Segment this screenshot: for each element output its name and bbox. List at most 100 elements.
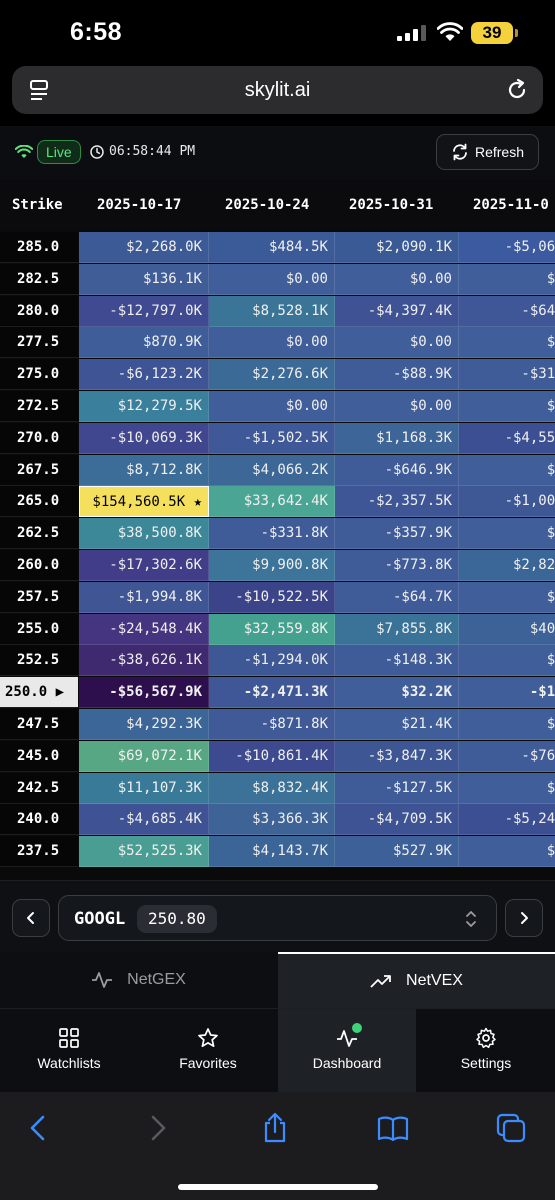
exposure-cell[interactable]: $403. [459,613,555,645]
exposure-cell[interactable]: $0.00 [209,263,335,295]
exposure-cell[interactable]: -$64.7K [335,581,459,613]
exposure-cell[interactable]: -$2,471.3K [209,677,335,709]
column-header-expiry[interactable]: 2025-11-0 [473,197,549,213]
exposure-cell[interactable]: -$3,847.3K [335,740,459,772]
exposure-cell[interactable]: $0. [459,581,555,613]
exposure-cell[interactable]: -$648. [459,295,555,327]
exposure-cell[interactable]: -$769. [459,740,555,772]
back-icon[interactable] [22,1112,54,1144]
reload-icon[interactable] [505,78,529,102]
exposure-cell[interactable]: -$4,709.5K [335,804,459,836]
exposure-cell[interactable]: $1,168.3K [335,422,459,454]
next-ticker-button[interactable] [505,899,543,937]
exposure-cell[interactable]: $8,832.4K [209,772,335,804]
exposure-cell[interactable]: $0. [459,327,555,359]
exposure-cell[interactable]: $2,268.0K [79,232,209,263]
exposure-cell[interactable]: -$331.8K [209,518,335,550]
column-header-expiry[interactable]: 2025-10-24 [225,197,310,213]
exposure-cell[interactable]: $0. [459,836,555,868]
exposure-cell[interactable]: -$148.3K [335,645,459,677]
tab-netvex[interactable]: NetVEX [278,952,555,1008]
column-header-expiry[interactable]: 2025-10-17 [97,197,182,213]
exposure-cell[interactable]: -$24,548.4K [79,613,209,645]
exposure-cell[interactable]: $0. [459,263,555,295]
exposure-cell-max[interactable]: $154,560.5K ★ [79,486,209,518]
refresh-button[interactable]: Refresh [436,134,539,170]
exposure-cell[interactable]: -$317. [459,359,555,391]
exposure-cell[interactable]: $3,366.3K [209,804,335,836]
exposure-cell[interactable]: -$16. [459,677,555,709]
exposure-cell[interactable]: $0. [459,391,555,422]
exposure-cell[interactable]: $0.00 [209,327,335,359]
nav-settings[interactable]: Settings [417,1009,555,1093]
exposure-cell[interactable]: -$871.8K [209,709,335,740]
forward-icon[interactable] [142,1112,174,1144]
exposure-cell[interactable]: -$10,069.3K [79,422,209,454]
exposure-cell[interactable]: $2,276.6K [209,359,335,391]
exposure-cell[interactable]: $136.1K [79,263,209,295]
exposure-cell[interactable]: $8,712.8K [79,454,209,486]
exposure-cell[interactable]: -$1,294.0K [209,645,335,677]
exposure-cell[interactable]: $21.4K [335,709,459,740]
exposure-cell[interactable]: $0.00 [335,391,459,422]
address-bar[interactable]: skylit.ai [12,66,543,114]
share-icon[interactable] [259,1112,291,1144]
exposure-cell[interactable]: $0. [459,709,555,740]
exposure-cell[interactable]: $4,143.7K [209,836,335,868]
exposure-cell[interactable]: $0. [459,645,555,677]
exposure-cell[interactable]: -$4,685.4K [79,804,209,836]
tabs-icon[interactable] [495,1112,527,1144]
exposure-cell[interactable]: -$357.9K [335,518,459,550]
exposure-cell[interactable]: -$10,861.4K [209,740,335,772]
exposure-cell[interactable]: $0. [459,772,555,804]
exposure-cell[interactable]: -$5,067. [459,232,555,263]
exposure-cell[interactable]: -$127.5K [335,772,459,804]
previous-ticker-button[interactable] [12,899,50,937]
ticker-select[interactable]: GOOGL 250.80 [58,895,497,941]
exposure-cell[interactable]: $0.00 [209,391,335,422]
exposure-cell[interactable]: -$6,123.2K [79,359,209,391]
exposure-cell[interactable]: $33,642.4K [209,486,335,518]
exposure-table[interactable]: Strike 2025-10-17 2025-10-24 2025-10-31 … [0,180,555,880]
exposure-cell[interactable]: $4,292.3K [79,709,209,740]
exposure-cell[interactable]: $0.00 [335,327,459,359]
exposure-cell[interactable]: $2,090.1K [335,232,459,263]
exposure-cell[interactable]: -$56,567.9K [79,677,209,709]
exposure-cell[interactable]: -$38,626.1K [79,645,209,677]
exposure-cell[interactable]: $0. [459,454,555,486]
exposure-cell[interactable]: -$4,397.4K [335,295,459,327]
exposure-cell[interactable]: $8,528.1K [209,295,335,327]
nav-favorites[interactable]: Favorites [139,1009,277,1093]
exposure-cell[interactable]: $52,525.3K [79,836,209,868]
exposure-cell[interactable]: -$773.8K [335,550,459,581]
exposure-cell[interactable]: -$1,003. [459,486,555,518]
exposure-cell[interactable]: $11,107.3K [79,772,209,804]
exposure-cell[interactable]: -$1,994.8K [79,581,209,613]
exposure-cell[interactable]: -$88.9K [335,359,459,391]
exposure-cell[interactable]: -$17,302.6K [79,550,209,581]
tab-netgex[interactable]: NetGEX [0,952,277,1008]
column-header-strike[interactable]: Strike [12,197,63,213]
exposure-cell[interactable]: $484.5K [209,232,335,263]
column-header-expiry[interactable]: 2025-10-31 [349,197,434,213]
exposure-cell[interactable]: $527.9K [335,836,459,868]
exposure-cell[interactable]: $0.00 [335,263,459,295]
exposure-cell[interactable]: -$5,245. [459,804,555,836]
exposure-cell[interactable]: $32,559.8K [209,613,335,645]
nav-dashboard[interactable]: Dashboard [278,1009,416,1093]
exposure-cell[interactable]: $38,500.8K [79,518,209,550]
exposure-cell[interactable]: -$2,357.5K [335,486,459,518]
exposure-cell[interactable]: -$10,522.5K [209,581,335,613]
exposure-cell[interactable]: $9,900.8K [209,550,335,581]
exposure-cell[interactable]: -$12,797.0K [79,295,209,327]
exposure-cell[interactable]: $870.9K [79,327,209,359]
exposure-cell[interactable]: $69,072.1K [79,740,209,772]
exposure-cell[interactable]: -$4,551. [459,422,555,454]
exposure-cell[interactable]: $7,855.8K [335,613,459,645]
url-text[interactable]: skylit.ai [244,79,311,101]
exposure-cell[interactable]: $0. [459,518,555,550]
exposure-cell[interactable]: $4,066.2K [209,454,335,486]
bookmarks-icon[interactable] [377,1112,409,1144]
exposure-cell[interactable]: -$646.9K [335,454,459,486]
nav-watchlists[interactable]: Watchlists [0,1009,138,1093]
